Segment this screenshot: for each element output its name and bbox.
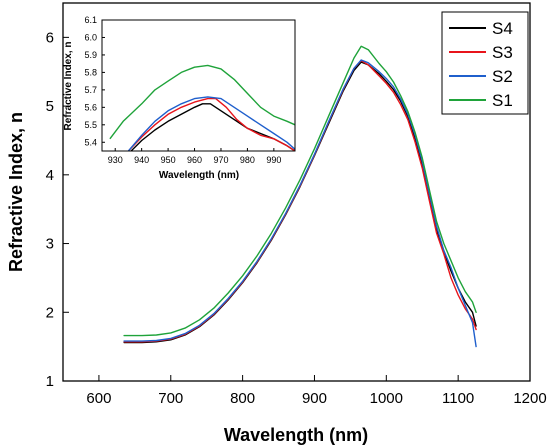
- inset-y-tick-label: 5.6: [84, 102, 97, 112]
- main-y-ticks: 1 2 3 4 5 6: [46, 29, 69, 390]
- inset-x-tick-label: 950: [161, 155, 176, 165]
- inset-y-tick-label: 5.5: [84, 120, 97, 130]
- inset-chart: 930 940 950 960 970 980 990 5.4 5.5 5.6 5.7 5.8 5.9…: [63, 15, 296, 181]
- inset-y-tick-label: 5.7: [84, 85, 97, 95]
- inset-x-tick-label: 990: [266, 155, 281, 165]
- inset-y-tick-label: 5.4: [84, 137, 97, 147]
- main-y-tick-label: 3: [46, 236, 54, 253]
- main-series-line-s2: [123, 59, 477, 348]
- inset-x-axis-title: Wavelength (nm): [159, 170, 239, 181]
- inset-y-axis-title: Refractive Index, n: [63, 42, 74, 131]
- legend-label-s4: S4: [492, 19, 513, 38]
- inset-plot-frame: [101, 19, 296, 152]
- main-y-tick-label: 5: [46, 98, 54, 115]
- main-x-tick-label: 700: [158, 390, 183, 407]
- main-x-tick-label: 1100: [442, 390, 474, 407]
- main-x-tick-label: 1200: [513, 390, 546, 407]
- main-x-tick-label: 600: [86, 390, 111, 407]
- inset-series-line-s1: [109, 64, 295, 140]
- main-y-tick-label: 1: [46, 373, 54, 390]
- main-x-tick-label: 1000: [370, 390, 403, 407]
- legend-items: S4 S3 S2 S1: [449, 19, 513, 110]
- inset-x-tick-label: 980: [240, 155, 255, 165]
- inset-series-line-s2: [127, 96, 295, 151]
- main-x-tick-label: 900: [302, 390, 327, 407]
- inset-y-ticks: 5.4 5.5 5.6 5.7 5.8 5.9 6.0 6.1: [84, 15, 105, 147]
- inset-x-tick-label: 970: [213, 155, 228, 165]
- main-plot-frame: [62, 2, 531, 382]
- legend-label-s2: S2: [492, 67, 513, 86]
- inset-y-tick-label: 5.8: [84, 67, 97, 77]
- main-y-tick-label: 2: [46, 304, 54, 321]
- main-y-axis-title: Refractive Index, n: [6, 112, 26, 272]
- inset-x-tick-label: 960: [187, 155, 202, 165]
- legend: S4 S3 S2 S1: [441, 11, 529, 115]
- main-x-axis-title: Wavelength (nm): [224, 425, 368, 445]
- main-series-line-s1: [123, 45, 477, 337]
- main-y-tick-label: 6: [46, 29, 54, 46]
- inset-y-tick-label: 6.1: [84, 15, 97, 25]
- main-x-ticks: 600 700 800 900 1000 1100 1200: [86, 375, 547, 407]
- main-series-layer: [123, 45, 477, 348]
- legend-label-s3: S3: [492, 43, 513, 62]
- inset-y-tick-label: 6.0: [84, 32, 97, 42]
- inset-y-tick-label: 5.9: [84, 50, 97, 60]
- inset-x-tick-label: 930: [108, 155, 123, 165]
- main-x-tick-label: 800: [230, 390, 255, 407]
- main-chart: 600 700 800 900 1000 1100 1200 1 2 3 4 5 6 Waveleng…: [6, 2, 547, 445]
- main-y-tick-label: 4: [46, 167, 54, 184]
- inset-x-tick-label: 940: [134, 155, 149, 165]
- inset-background: [102, 20, 295, 151]
- inset-series-layer: [109, 64, 295, 151]
- inset-x-ticks: 930 940 950 960 970 980 990: [108, 148, 281, 165]
- legend-label-s1: S1: [492, 91, 513, 110]
